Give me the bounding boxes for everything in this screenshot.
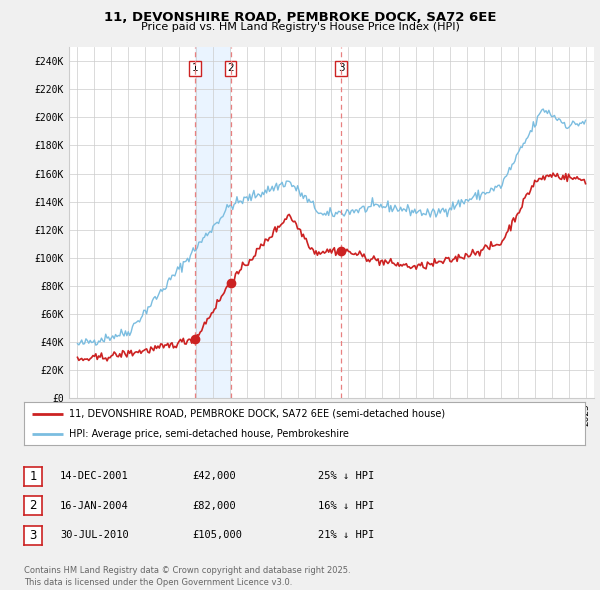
- Text: £82,000: £82,000: [192, 501, 236, 510]
- Text: HPI: Average price, semi-detached house, Pembrokeshire: HPI: Average price, semi-detached house,…: [69, 430, 349, 439]
- Text: £42,000: £42,000: [192, 471, 236, 481]
- Text: 14-DEC-2001: 14-DEC-2001: [60, 471, 129, 481]
- Text: 21% ↓ HPI: 21% ↓ HPI: [318, 530, 374, 540]
- Text: 2: 2: [29, 499, 37, 512]
- Text: 1: 1: [192, 63, 199, 73]
- Text: 16% ↓ HPI: 16% ↓ HPI: [318, 501, 374, 510]
- Text: 16-JAN-2004: 16-JAN-2004: [60, 501, 129, 510]
- Text: 25% ↓ HPI: 25% ↓ HPI: [318, 471, 374, 481]
- Text: Contains HM Land Registry data © Crown copyright and database right 2025.
This d: Contains HM Land Registry data © Crown c…: [24, 566, 350, 587]
- Text: Price paid vs. HM Land Registry's House Price Index (HPI): Price paid vs. HM Land Registry's House …: [140, 22, 460, 32]
- Text: 3: 3: [29, 529, 37, 542]
- Text: £105,000: £105,000: [192, 530, 242, 540]
- Text: 11, DEVONSHIRE ROAD, PEMBROKE DOCK, SA72 6EE (semi-detached house): 11, DEVONSHIRE ROAD, PEMBROKE DOCK, SA72…: [69, 409, 445, 418]
- Text: 1: 1: [29, 470, 37, 483]
- Text: 3: 3: [338, 63, 344, 73]
- Text: 2: 2: [227, 63, 234, 73]
- Bar: [196, 47, 230, 398]
- Text: 11, DEVONSHIRE ROAD, PEMBROKE DOCK, SA72 6EE: 11, DEVONSHIRE ROAD, PEMBROKE DOCK, SA72…: [104, 11, 496, 24]
- Text: 30-JUL-2010: 30-JUL-2010: [60, 530, 129, 540]
